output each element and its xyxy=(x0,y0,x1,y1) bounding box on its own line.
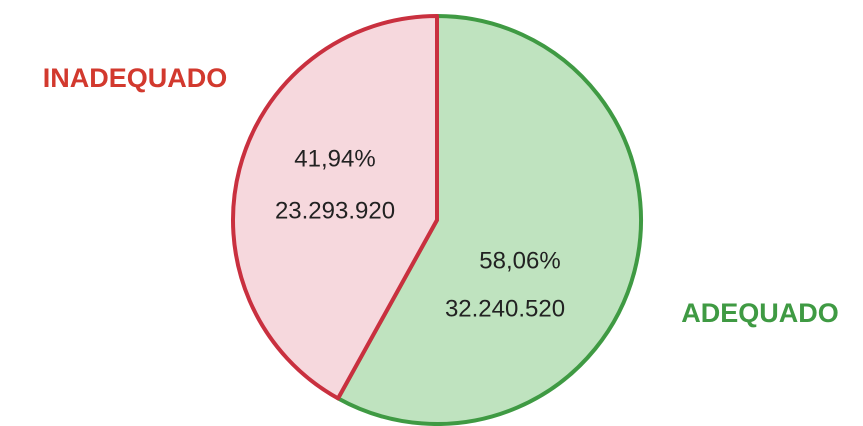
value-label: 41,94% xyxy=(294,145,375,172)
category-label: INADEQUADO xyxy=(43,63,228,93)
pie-slice xyxy=(336,14,643,426)
pie-slice xyxy=(231,14,439,401)
category-label: ADEQUADO xyxy=(681,298,839,328)
value-label: 58,06% xyxy=(479,247,560,274)
count-label: 23.293.920 xyxy=(275,197,395,224)
count-label: 32.240.520 xyxy=(445,295,565,322)
